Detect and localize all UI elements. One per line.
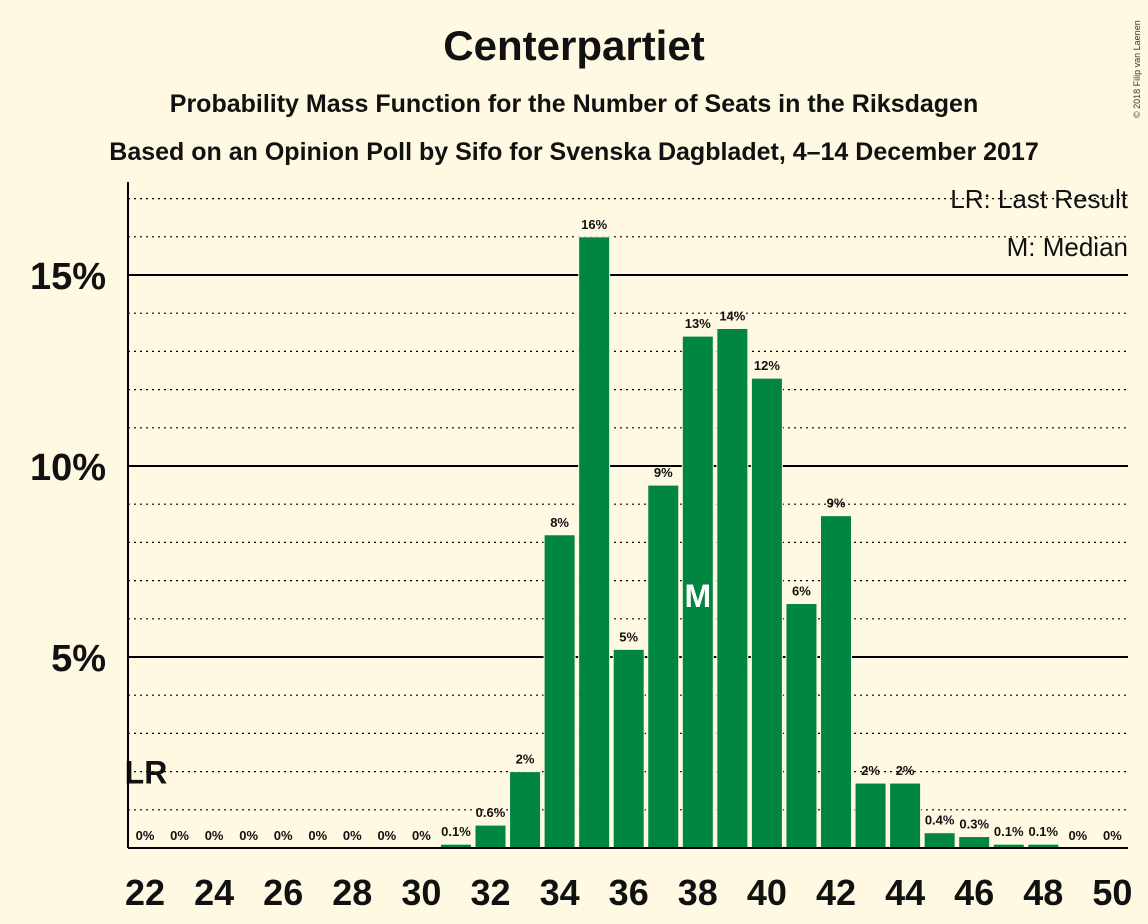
bar-seat-42 (820, 515, 852, 849)
legend-median: M: Median (1006, 232, 1128, 262)
bar-value-label: 9% (654, 465, 673, 480)
bar-value-label: 0.6% (476, 805, 506, 820)
x-tick-label: 28 (332, 872, 372, 913)
bar-seat-37 (647, 484, 680, 849)
bar-seat-39 (716, 327, 749, 849)
bar-seat-33 (509, 771, 542, 849)
bar-value-label: 0% (377, 828, 396, 843)
bar-value-label: 0% (239, 828, 258, 843)
x-tick-label: 26 (263, 872, 303, 913)
bar-value-label: 0% (1103, 828, 1122, 843)
bar-seat-44 (889, 782, 922, 849)
last-result-marker: LR (125, 755, 168, 791)
x-tick-label: 24 (194, 872, 234, 913)
bar-seat-46 (958, 836, 991, 849)
y-tick-label: 5% (51, 638, 106, 680)
bar-seat-36 (612, 648, 645, 849)
x-tick-label: 36 (609, 872, 649, 913)
bar-seat-45 (923, 832, 956, 849)
x-tick-label: 32 (470, 872, 510, 913)
x-tick-label: 48 (1023, 872, 1063, 913)
bar-value-label: 0% (412, 828, 431, 843)
bar-value-label: 14% (719, 308, 745, 323)
x-tick-label: 22 (125, 872, 165, 913)
y-tick-label: 15% (30, 256, 106, 298)
bar-value-label: 0% (1068, 828, 1087, 843)
bar-value-label: 13% (685, 316, 711, 331)
bar-seat-35 (578, 236, 611, 849)
bar-seat-34 (543, 534, 576, 849)
bar-value-label: 0% (308, 828, 327, 843)
x-tick-label: 30 (401, 872, 441, 913)
bar-value-label: 16% (581, 217, 607, 232)
x-tick-label: 34 (540, 872, 580, 913)
bar-value-label: 8% (550, 515, 569, 530)
bar-seat-38 (681, 335, 714, 849)
bar-value-label: 0% (136, 828, 155, 843)
bar-value-label: 0.4% (925, 813, 955, 828)
bar-value-label: 12% (754, 358, 780, 373)
x-tick-label: 44 (885, 872, 925, 913)
bar-value-label: 0.1% (994, 824, 1024, 839)
bar-value-label: 2% (516, 752, 535, 767)
chart-subtitle-2: Based on an Opinion Poll by Sifo for Sve… (109, 138, 1039, 166)
bar-value-label: 0% (274, 828, 293, 843)
y-tick-label: 10% (30, 447, 106, 489)
bar-value-label: 0% (343, 828, 362, 843)
x-tick-label: 42 (816, 872, 856, 913)
bar-value-label: 0.3% (959, 817, 989, 832)
bar-value-label: 5% (619, 629, 638, 644)
bar-seat-32 (474, 824, 507, 849)
chart-subtitle-1: Probability Mass Function for the Number… (169, 90, 979, 118)
bar-value-label: 6% (792, 584, 811, 599)
bar-value-label: 9% (827, 496, 846, 511)
bar-seat-43 (854, 782, 887, 849)
bar-value-label: 0% (170, 828, 189, 843)
median-marker: M (684, 578, 711, 614)
x-tick-label: 38 (678, 872, 718, 913)
chart-title: Centerpartiet (443, 22, 705, 69)
legend-last-result: LR: Last Result (950, 184, 1128, 214)
x-tick-label: 40 (747, 872, 787, 913)
bar-seat-41 (785, 603, 818, 849)
bar-value-label: 0.1% (1028, 824, 1058, 839)
bar-value-label: 0.1% (441, 824, 471, 839)
bar-seat-40 (750, 377, 783, 849)
x-tick-label: 50 (1092, 872, 1132, 913)
bar-value-label: 0% (205, 828, 224, 843)
bar-value-label: 2% (861, 763, 880, 778)
bar-value-label: 2% (896, 763, 915, 778)
x-tick-label: 46 (954, 872, 994, 913)
